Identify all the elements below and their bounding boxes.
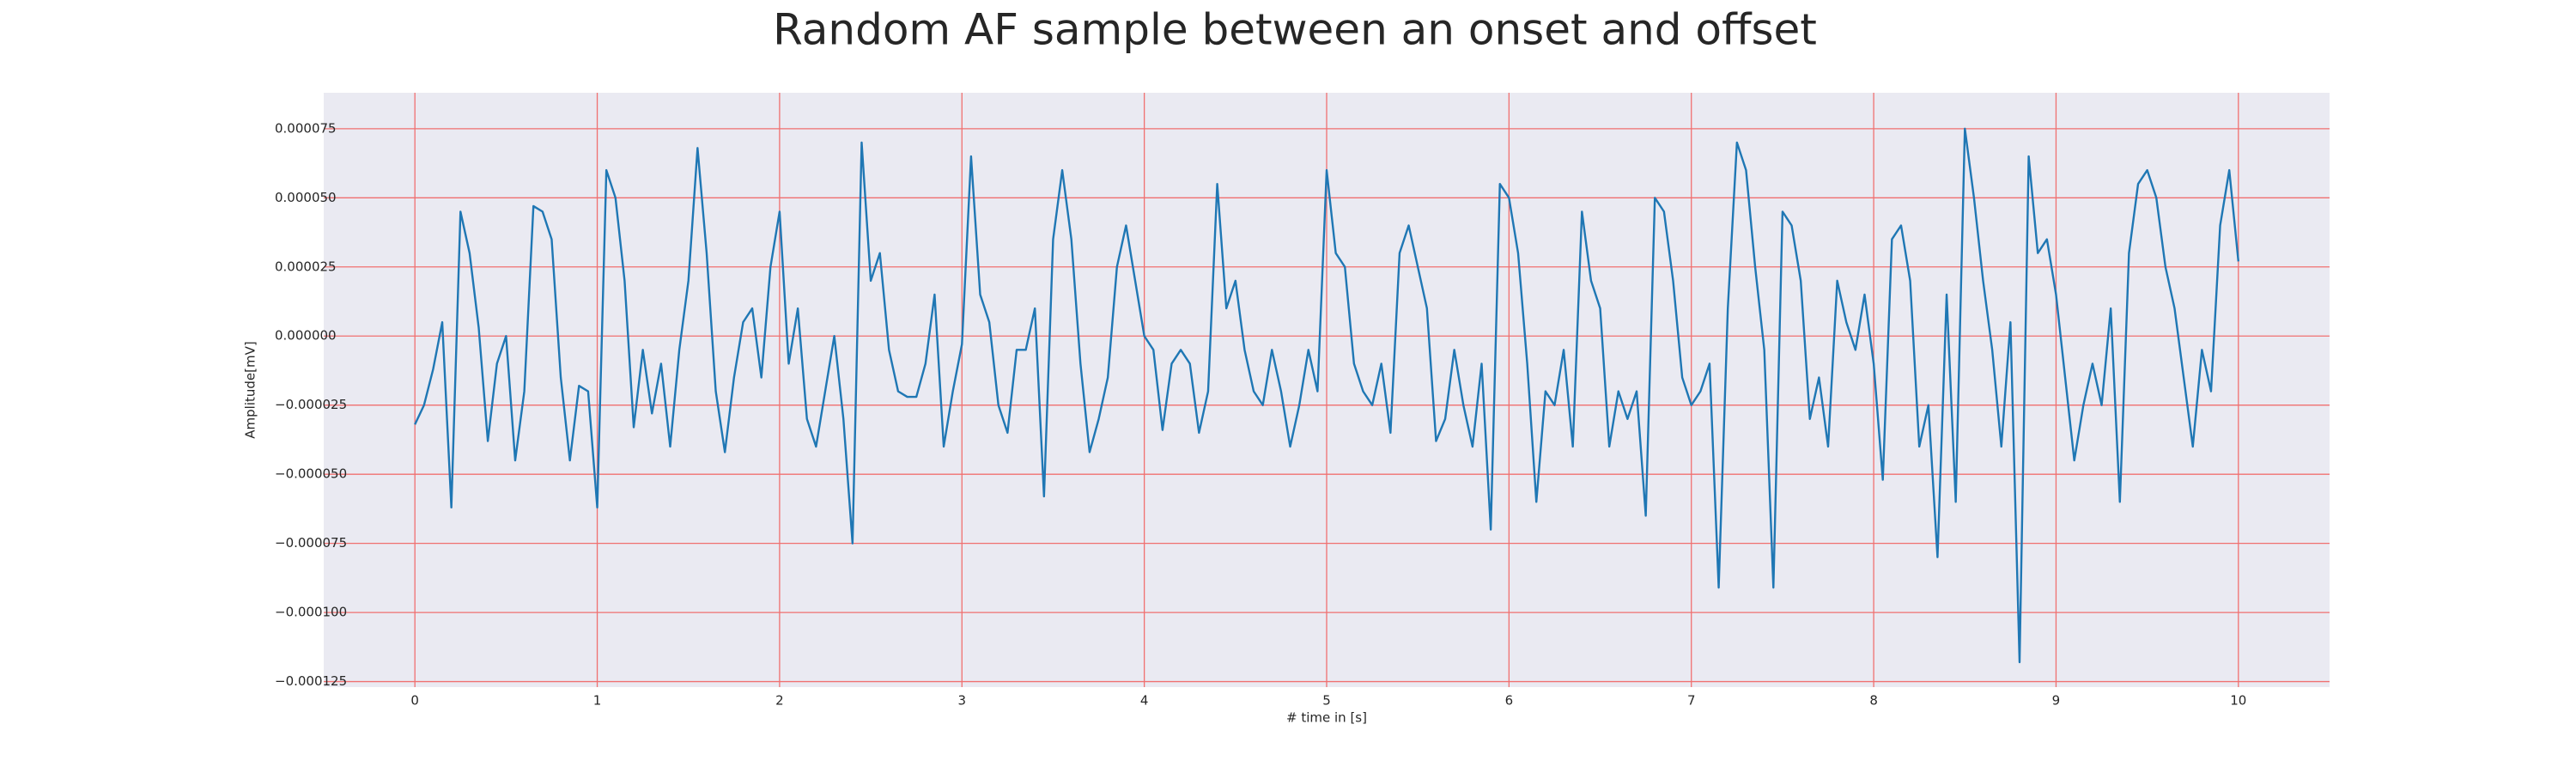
x-tick-label: 1 bbox=[593, 693, 602, 709]
x-tick-label: 3 bbox=[957, 693, 966, 709]
x-tick-label: 8 bbox=[1869, 693, 1878, 709]
y-tick-label: −0.000100 bbox=[275, 605, 347, 620]
x-tick-label: 6 bbox=[1505, 693, 1514, 709]
y-tick-label: −0.000125 bbox=[275, 673, 347, 689]
signal-line bbox=[414, 127, 2240, 664]
y-axis-label: Amplitude[mV] bbox=[243, 341, 258, 438]
y-tick-label: 0.000050 bbox=[275, 190, 337, 205]
x-tick-label: 9 bbox=[2052, 693, 2061, 709]
y-tick-label: −0.000075 bbox=[275, 535, 347, 551]
x-tick-label: 4 bbox=[1140, 693, 1149, 709]
x-axis-label: # time in [s] bbox=[1286, 710, 1367, 726]
x-tick-label: 0 bbox=[410, 693, 419, 709]
x-tick-label: 5 bbox=[1322, 693, 1331, 709]
chart-title: Random AF sample between an onset and of… bbox=[773, 5, 1817, 55]
y-tick-label: −0.000025 bbox=[275, 397, 347, 412]
x-tick-label: 7 bbox=[1687, 693, 1696, 709]
x-tick-label: 2 bbox=[775, 693, 784, 709]
y-tick-label: 0.000075 bbox=[275, 120, 337, 136]
y-tick-label: −0.000050 bbox=[275, 466, 347, 482]
y-tick-label: 0.000025 bbox=[275, 259, 337, 274]
x-tick-label: 10 bbox=[2230, 693, 2246, 709]
y-tick-label: 0.000000 bbox=[275, 328, 337, 344]
